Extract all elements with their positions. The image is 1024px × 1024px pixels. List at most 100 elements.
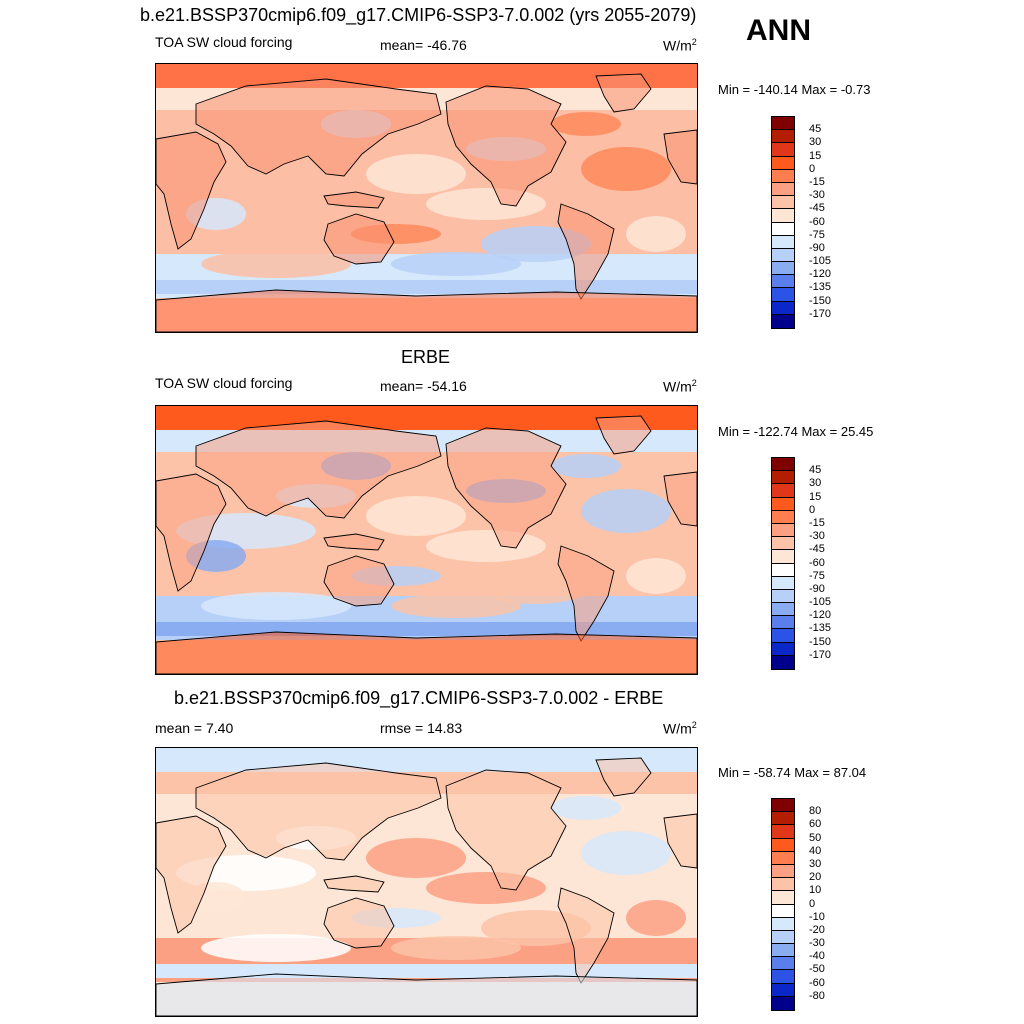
field-contour xyxy=(426,872,546,904)
colorbar-swatch xyxy=(772,576,794,590)
field-contour xyxy=(481,568,591,604)
colorbar-tick-label: -135 xyxy=(809,281,832,294)
colorbar-swatch xyxy=(772,655,794,669)
colorbar-tick-label: -105 xyxy=(809,255,832,268)
colorbar-swatch xyxy=(772,629,794,643)
coastline-africa xyxy=(156,815,227,934)
colorbar-swatch xyxy=(772,891,794,905)
main-title: b.e21.BSSP370cmip6.f09_g17.CMIP6-SSP3-7.… xyxy=(140,5,697,25)
colorbar-tick-label: -45 xyxy=(809,543,825,556)
colorbar-tick-label: -105 xyxy=(809,596,832,609)
colorbar-swatch xyxy=(772,169,794,183)
panel-3-colorbar xyxy=(771,798,795,1011)
colorbar-tick-label: -10 xyxy=(809,910,825,923)
field-contour xyxy=(391,252,521,276)
colorbar-tick-label: 0 xyxy=(809,897,816,910)
field-contour xyxy=(366,838,466,878)
colorbar-tick-label: 50 xyxy=(809,831,822,844)
colorbar-swatch xyxy=(772,944,794,958)
colorbar-tick-label: -150 xyxy=(809,294,832,307)
colorbar-tick-label: -80 xyxy=(809,989,825,1002)
colorbar-swatch xyxy=(772,497,794,511)
panel-2-colorbar xyxy=(771,457,795,670)
field-contour xyxy=(201,592,351,620)
panel-2-left-label: TOA SW cloud forcing xyxy=(155,375,293,391)
panel-3-units: W/m2 xyxy=(663,720,697,737)
colorbar-tick-label: 60 xyxy=(809,818,822,831)
colorbar-tick-label: -15 xyxy=(809,175,825,188)
panel-2-title: ERBE xyxy=(401,347,451,367)
colorbar-swatch xyxy=(772,957,794,971)
panel-1-colorbar xyxy=(771,116,795,329)
colorbar-tick-label: -60 xyxy=(809,976,825,989)
colorbar-swatch xyxy=(772,510,794,524)
colorbar-tick-label: 40 xyxy=(809,844,822,857)
colorbar-tick-label: 15 xyxy=(809,149,822,162)
field-contour xyxy=(551,796,621,820)
field-contour xyxy=(201,250,351,278)
field-contour xyxy=(551,454,621,478)
colorbar-tick-label: -120 xyxy=(809,609,832,622)
colorbar-swatch xyxy=(772,983,794,997)
colorbar-swatch xyxy=(772,288,794,302)
colorbar-swatch xyxy=(772,262,794,276)
colorbar-tick-label: 0 xyxy=(809,503,816,516)
colorbar-tick-label: 15 xyxy=(809,490,822,503)
field-contour xyxy=(366,496,466,536)
panel-1-left-label: TOA SW cloud forcing xyxy=(155,34,293,50)
colorbar-swatch xyxy=(772,248,794,263)
colorbar-swatch xyxy=(772,314,794,328)
coastline-antarctica xyxy=(156,631,697,674)
colorbar-tick-label: -135 xyxy=(809,622,832,635)
colorbar-swatch xyxy=(772,130,794,144)
colorbar-swatch xyxy=(772,930,794,945)
colorbar-tick-label: -30 xyxy=(809,530,825,543)
field-contour xyxy=(391,594,521,618)
colorbar-tick-label: 30 xyxy=(809,477,822,490)
field-contour xyxy=(426,530,546,562)
coastline-north-america xyxy=(445,769,567,891)
panel-3-mean: mean = 7.40 xyxy=(155,720,234,736)
panel-2-minmax: Min = -122.74 Max = 25.45 xyxy=(718,424,874,439)
colorbar-swatch xyxy=(772,603,794,617)
colorbar-swatch xyxy=(772,209,794,223)
season-label: ANN xyxy=(746,14,811,47)
panel-3-minmax: Min = -58.74 Max = 87.04 xyxy=(718,765,867,780)
panel-2-map xyxy=(155,405,698,675)
coastline-greenland xyxy=(595,73,652,113)
coastline-africa xyxy=(156,131,227,250)
colorbar-swatch xyxy=(772,117,794,131)
field-contour xyxy=(391,936,521,960)
colorbar-swatch xyxy=(772,851,794,865)
colorbar-tick-label: 80 xyxy=(809,805,822,818)
field-contour xyxy=(626,216,686,252)
coastline-africa-east-strip xyxy=(663,471,697,527)
colorbar-tick-label: -90 xyxy=(809,241,825,254)
colorbar-swatch xyxy=(772,616,794,630)
coastline-north-america xyxy=(445,85,567,207)
field-contour xyxy=(481,226,591,262)
colorbar-swatch xyxy=(772,878,794,892)
colorbar-swatch xyxy=(772,182,794,197)
colorbar-swatch xyxy=(772,917,794,931)
panel-3-map xyxy=(155,747,698,1017)
coastline-africa xyxy=(156,473,227,592)
colorbar-tick-label: 45 xyxy=(809,464,822,477)
colorbar-swatch xyxy=(772,812,794,826)
colorbar-tick-label: -30 xyxy=(809,189,825,202)
colorbar-tick-label: 0 xyxy=(809,162,816,175)
colorbar-swatch xyxy=(772,970,794,984)
field-contour xyxy=(551,112,621,136)
colorbar-tick-label: 30 xyxy=(809,857,822,870)
field-contour xyxy=(626,900,686,936)
panel-1-map xyxy=(155,63,698,333)
colorbar-swatch xyxy=(772,196,794,210)
colorbar-tick-label: -75 xyxy=(809,228,825,241)
colorbar-swatch xyxy=(772,864,794,879)
colorbar-swatch xyxy=(772,301,794,315)
colorbar-tick-label: -30 xyxy=(809,937,825,950)
field-contour xyxy=(481,910,591,946)
colorbar-tick-label: 10 xyxy=(809,884,822,897)
colorbar-tick-label: -60 xyxy=(809,556,825,569)
coastline-antarctica xyxy=(156,973,697,1016)
